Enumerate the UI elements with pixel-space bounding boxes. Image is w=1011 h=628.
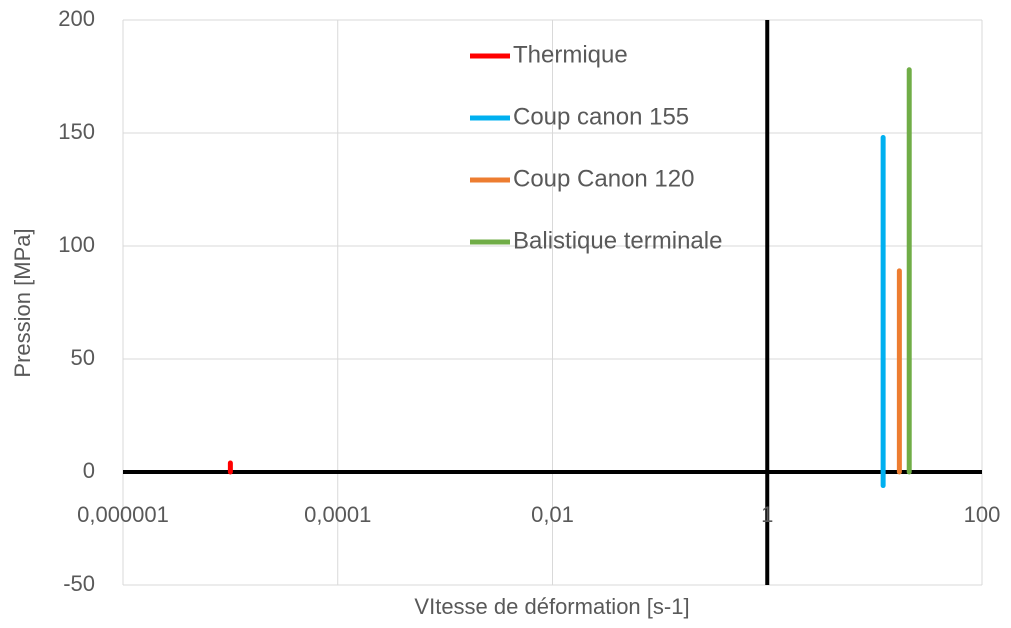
y-tick-label: 50 xyxy=(71,345,95,370)
legend-label: Coup canon 155 xyxy=(513,103,689,130)
legend-label: Coup Canon 120 xyxy=(513,165,694,192)
y-tick-label: 100 xyxy=(58,232,95,257)
y-tick-label: 150 xyxy=(58,119,95,144)
x-tick-label: 1 xyxy=(761,502,773,527)
legend-label: Thermique xyxy=(513,41,628,68)
y-axis-label: Pression [MPa] xyxy=(10,228,35,377)
x-tick-label: 100 xyxy=(964,502,1001,527)
x-tick-label: 0,000001 xyxy=(77,502,169,527)
x-axis-label: VItesse de déformation [s-1] xyxy=(414,594,689,619)
x-tick-label: 0,0001 xyxy=(304,502,371,527)
x-tick-label: 0,01 xyxy=(531,502,574,527)
y-tick-label: 0 xyxy=(83,458,95,483)
legend-label: Balistique terminale xyxy=(513,227,722,254)
y-tick-label: 200 xyxy=(58,6,95,31)
y-tick-label: -50 xyxy=(63,571,95,596)
